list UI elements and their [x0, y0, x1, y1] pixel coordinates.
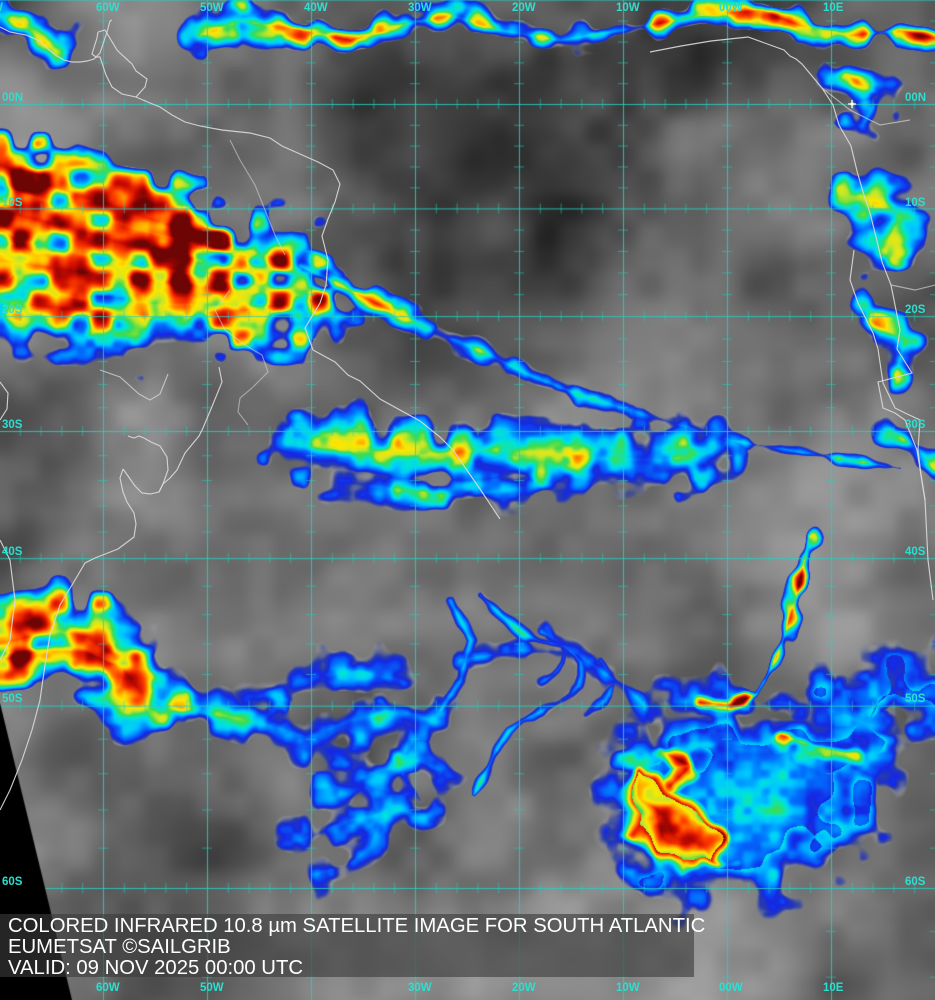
svg-text:60W: 60W — [96, 982, 120, 994]
svg-text:COLORED INFRARED 10.8 µm SATEL: COLORED INFRARED 10.8 µm SATELLITE IMAGE… — [8, 915, 705, 937]
svg-text:10S: 10S — [2, 197, 23, 209]
svg-text:10E: 10E — [823, 2, 844, 14]
svg-text:10W: 10W — [616, 982, 640, 994]
svg-text:60S: 60S — [2, 876, 23, 888]
svg-text:40S: 40S — [2, 546, 23, 558]
svg-text:50W: 50W — [200, 982, 224, 994]
svg-text:50S: 50S — [2, 693, 23, 705]
svg-text:VALID: 09 NOV 2025 00:00 UTC: VALID: 09 NOV 2025 00:00 UTC — [8, 957, 303, 979]
svg-text:50W: 50W — [200, 2, 224, 14]
svg-text:30S: 30S — [2, 419, 23, 431]
svg-text:40W: 40W — [304, 2, 328, 14]
svg-text:EUMETSAT ©SAILGRIB: EUMETSAT ©SAILGRIB — [8, 936, 231, 958]
svg-text:20S: 20S — [905, 304, 926, 316]
svg-text:20W: 20W — [512, 982, 536, 994]
svg-text:60W: 60W — [96, 2, 120, 14]
svg-text:50S: 50S — [905, 693, 926, 705]
svg-text:00N: 00N — [2, 92, 23, 104]
svg-text:60S: 60S — [905, 876, 926, 888]
svg-text:40S: 40S — [905, 546, 926, 558]
svg-text:W: W — [0, 2, 3, 14]
svg-text:20S: 20S — [2, 304, 23, 316]
svg-text:30W: 30W — [408, 982, 432, 994]
svg-text:30S: 30S — [905, 419, 926, 431]
svg-text:10S: 10S — [905, 197, 926, 209]
svg-text:00W: 00W — [719, 2, 743, 14]
svg-text:00W: 00W — [719, 982, 743, 994]
svg-text:10W: 10W — [616, 2, 640, 14]
svg-text:10E: 10E — [823, 982, 844, 994]
svg-text:20W: 20W — [512, 2, 536, 14]
svg-text:30W: 30W — [408, 2, 432, 14]
svg-text:00N: 00N — [905, 92, 926, 104]
